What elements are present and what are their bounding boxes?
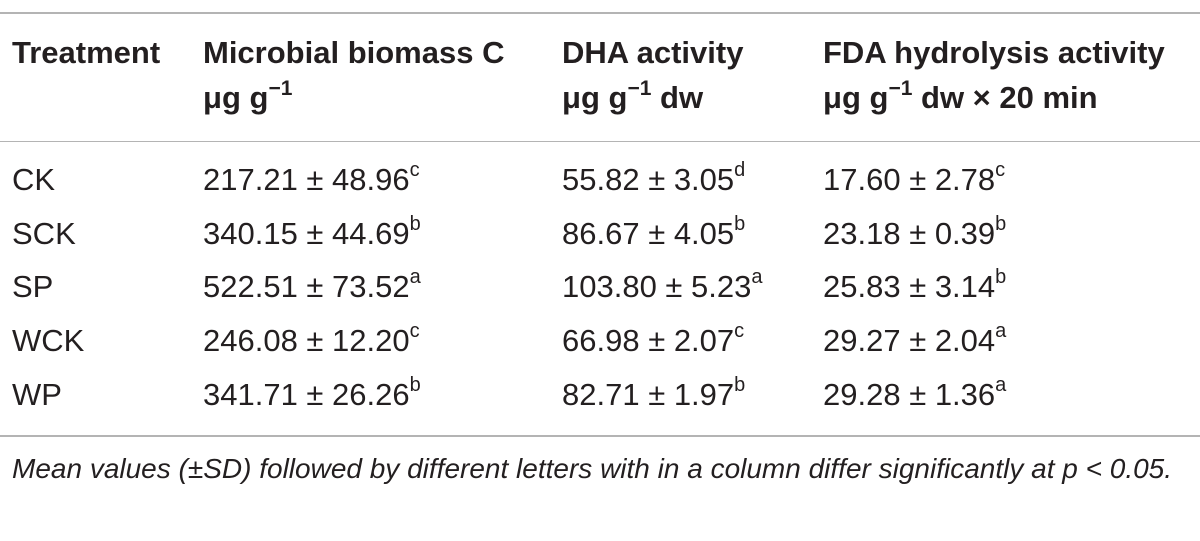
significance-letter: c [995, 158, 1006, 181]
header-microbial-biomass-c: Microbial biomass C [203, 35, 505, 70]
cell-value: 82.71 ± 1.97 [562, 377, 735, 412]
significance-letter: c [734, 319, 745, 342]
cell-value: 103.80 ± 5.23 [562, 269, 752, 304]
cell-dha: 103.80 ± 5.23a [562, 265, 763, 305]
cell-value: 55.82 ± 3.05 [562, 162, 735, 197]
unit-base: μg g [562, 80, 628, 115]
cell-value: 341.71 ± 26.26 [203, 377, 410, 412]
significance-letter: c [409, 158, 420, 181]
significance-letter: b [734, 373, 746, 396]
cell-treatment: SCK [12, 216, 76, 251]
cell-dha: 82.71 ± 1.97b [562, 373, 746, 413]
header-fda-hydrolysis-activity: FDA hydrolysis activity [823, 35, 1165, 70]
cell-value: 29.27 ± 2.04 [823, 323, 996, 358]
cell-mbc: 340.15 ± 44.69b [203, 212, 421, 252]
cell-value: 23.18 ± 0.39 [823, 216, 996, 251]
cell-value: 29.28 ± 1.36 [823, 377, 996, 412]
cell-fda: 29.28 ± 1.36a [823, 373, 1007, 413]
significance-letter: b [409, 212, 421, 235]
unit-base: μg g [203, 80, 269, 115]
unit-base: μg g [823, 80, 889, 115]
significance-letter: a [409, 265, 421, 288]
significance-letter: b [734, 212, 746, 235]
cell-dha: 66.98 ± 2.07c [562, 319, 745, 359]
top-rule [0, 12, 1200, 14]
unit-rest: dw [651, 80, 704, 115]
cell-fda: 29.27 ± 2.04a [823, 319, 1007, 359]
table-footnote: Mean values (±SD) followed by different … [12, 453, 1173, 484]
significance-letter: a [751, 265, 763, 288]
unit-exponent: −1 [268, 76, 293, 100]
cell-fda: 23.18 ± 0.39b [823, 212, 1007, 252]
significance-letter: a [995, 373, 1007, 396]
cell-value: 246.08 ± 12.20 [203, 323, 410, 358]
cell-treatment: WCK [12, 323, 85, 358]
significance-letter: b [995, 212, 1007, 235]
cell-value: 66.98 ± 2.07 [562, 323, 735, 358]
cell-value: 217.21 ± 48.96 [203, 162, 410, 197]
cell-mbc: 522.51 ± 73.52a [203, 265, 421, 305]
cell-treatment: SP [12, 269, 54, 304]
header-treatment: Treatment [12, 35, 161, 70]
significance-letter: b [995, 265, 1007, 288]
cell-value: 86.67 ± 4.05 [562, 216, 735, 251]
cell-value: 25.83 ± 3.14 [823, 269, 996, 304]
significance-letter: d [734, 158, 746, 181]
cell-mbc: 217.21 ± 48.96c [203, 158, 420, 198]
cell-treatment: WP [12, 377, 62, 412]
unit-exponent: −1 [888, 76, 913, 100]
cell-dha: 55.82 ± 3.05d [562, 158, 746, 198]
bottom-rule [0, 435, 1200, 437]
significance-letter: c [409, 319, 420, 342]
unit-rest: dw × 20 min [912, 80, 1098, 115]
cell-mbc: 246.08 ± 12.20c [203, 319, 420, 359]
unit-exponent: −1 [627, 76, 652, 100]
significance-letter: b [409, 373, 421, 396]
header-unit-dha: μg g−1 dw [562, 76, 704, 116]
header-rule [0, 141, 1200, 142]
significance-letter: a [995, 319, 1007, 342]
header-unit-fda: μg g−1 dw × 20 min [823, 76, 1098, 116]
cell-value: 17.60 ± 2.78 [823, 162, 996, 197]
cell-fda: 17.60 ± 2.78c [823, 158, 1006, 198]
cell-treatment: CK [12, 162, 56, 197]
cell-value: 340.15 ± 44.69 [203, 216, 410, 251]
cell-mbc: 341.71 ± 26.26b [203, 373, 421, 413]
cell-dha: 86.67 ± 4.05b [562, 212, 746, 252]
cell-fda: 25.83 ± 3.14b [823, 265, 1007, 305]
cell-value: 522.51 ± 73.52 [203, 269, 410, 304]
header-unit-mbc: μg g−1 [203, 76, 293, 116]
header-dha-activity: DHA activity [562, 35, 744, 70]
